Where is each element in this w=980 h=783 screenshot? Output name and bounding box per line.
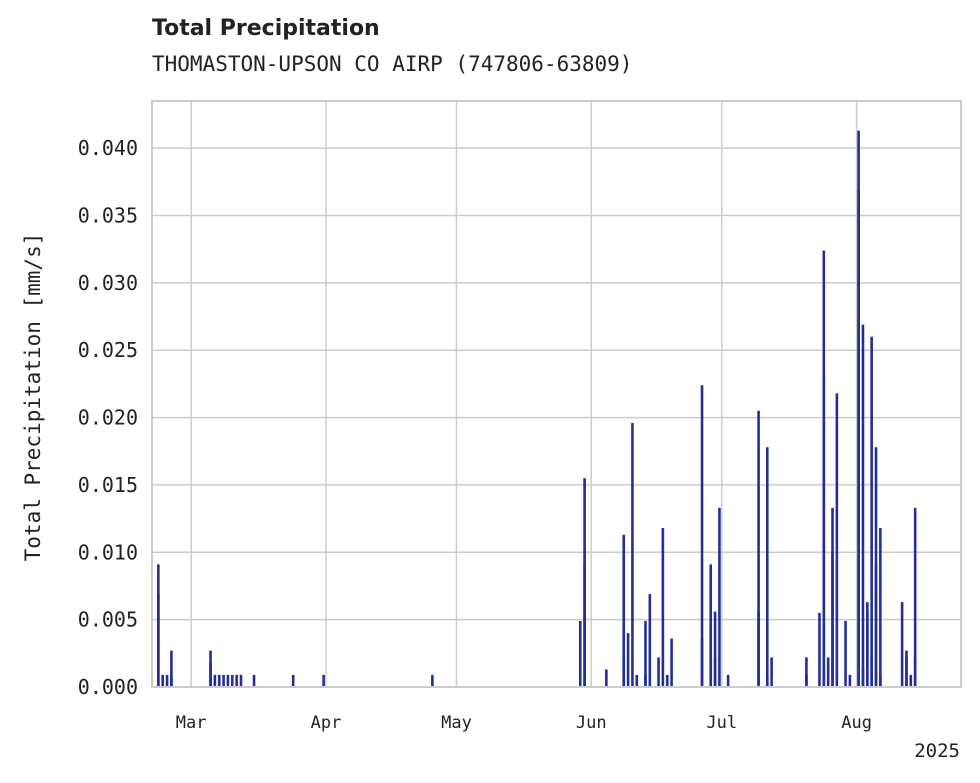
y-tick-label: 0.005	[78, 608, 138, 632]
y-tick-label: 0.040	[78, 136, 138, 160]
precipitation-bar	[657, 657, 660, 687]
precipitation-bar	[252, 674, 256, 687]
precipitation-bar	[213, 674, 217, 687]
precipitation-bar	[909, 674, 913, 687]
precipitation-bar	[713, 657, 717, 687]
plot-frame	[151, 100, 962, 688]
y-tick-label: 0.030	[78, 271, 138, 295]
precipitation-bar	[770, 657, 773, 687]
precipitation-bar	[848, 674, 852, 687]
precipitation-bar	[805, 674, 808, 687]
precipitation-bar	[818, 612, 821, 687]
precipitation-bar	[157, 564, 160, 687]
precipitation-bar	[718, 507, 721, 687]
precipitation-bar	[765, 674, 769, 687]
precipitation-bar	[874, 564, 878, 687]
precipitation-bar	[913, 507, 917, 687]
precipitation-bar	[835, 393, 839, 687]
precipitation-bar	[626, 633, 630, 687]
y-axis-ticks: 0.000 0.005 0.010 0.015 0.020 0.025 0.030 0.035…	[78, 136, 138, 699]
y-tick-label: 0.025	[78, 338, 138, 362]
precipitation-bar	[866, 602, 869, 687]
precipitation-bar	[870, 336, 873, 687]
x-tick-label: Mar	[176, 713, 207, 733]
y-tick-label: 0.020	[78, 406, 138, 430]
precipitation-bar	[291, 674, 295, 687]
bar-series	[157, 130, 917, 687]
precipitation-bar	[635, 674, 639, 687]
precipitation-bar	[644, 674, 647, 687]
y-axis-label: Total Precipitation [mm/s]	[21, 233, 45, 562]
precipitation-bar	[631, 422, 634, 687]
precipitation-bar	[322, 674, 325, 687]
precipitation-bar	[805, 657, 808, 687]
precipitation-bar	[765, 447, 769, 687]
precipitation-bar	[905, 650, 908, 687]
precipitation-bar	[230, 674, 234, 687]
precipitation-bar	[644, 620, 647, 687]
grid-lines	[152, 101, 961, 687]
precipitation-bar	[665, 674, 669, 687]
precipitation-bar	[826, 657, 830, 687]
precipitation-bar	[235, 674, 238, 687]
precipitation-bar	[583, 564, 586, 687]
precipitation-bar	[648, 594, 652, 687]
precipitation-bar	[726, 674, 730, 687]
precipitation-bar	[879, 674, 882, 687]
precipitation-bar	[170, 650, 173, 687]
precipitation-bar	[822, 375, 826, 687]
precipitation-bar	[165, 674, 169, 687]
precipitation-bar	[709, 564, 713, 687]
precipitation-bar	[622, 534, 626, 687]
precipitation-bar	[757, 410, 760, 687]
precipitation-bar	[913, 657, 917, 687]
precipitation-bar	[900, 602, 904, 687]
precipitation-bar	[431, 674, 434, 687]
precipitation-bar	[222, 674, 225, 687]
precipitation-bar	[831, 507, 834, 687]
precipitation-bar	[209, 662, 212, 687]
chart-subtitle: THOMASTON-UPSON CO AIRP (747806-63809)	[152, 52, 633, 76]
precipitation-bar	[661, 528, 665, 687]
y-tick-label: 0.000	[78, 675, 138, 699]
x-tick-label: Jul	[706, 713, 737, 733]
x-tick-label: Aug	[841, 713, 872, 733]
precipitation-bar	[857, 189, 860, 687]
x-tick-label: May	[441, 713, 472, 733]
precipitation-bar	[161, 674, 164, 687]
precipitation-bar	[757, 611, 760, 687]
precipitation-bar	[670, 638, 673, 687]
x-axis-ticks: Mar Apr May Jun Jul Aug	[176, 713, 872, 733]
precipitation-bar	[700, 638, 704, 687]
precipitation-bar	[605, 669, 608, 687]
precipitation-bar	[713, 611, 717, 687]
precipitation-bar	[226, 674, 230, 687]
precipitation-bar	[844, 620, 847, 687]
precipitation-bar	[879, 528, 882, 687]
precipitation-bar	[217, 674, 221, 687]
chart-title: Total Precipitation	[152, 16, 380, 41]
y-tick-label: 0.010	[78, 540, 138, 564]
y-tick-label: 0.015	[78, 473, 138, 497]
precipitation-bar	[622, 657, 626, 687]
y-tick-label: 0.035	[78, 204, 138, 228]
precipitation-bar	[578, 620, 582, 687]
precipitation-bar	[700, 385, 704, 687]
precipitation-bar	[239, 674, 243, 687]
precipitation-bar	[861, 324, 865, 687]
year-label: 2025	[914, 740, 960, 762]
x-tick-label: Jun	[576, 713, 607, 733]
precipitation-bar	[870, 657, 873, 687]
x-tick-label: Apr	[311, 713, 342, 733]
